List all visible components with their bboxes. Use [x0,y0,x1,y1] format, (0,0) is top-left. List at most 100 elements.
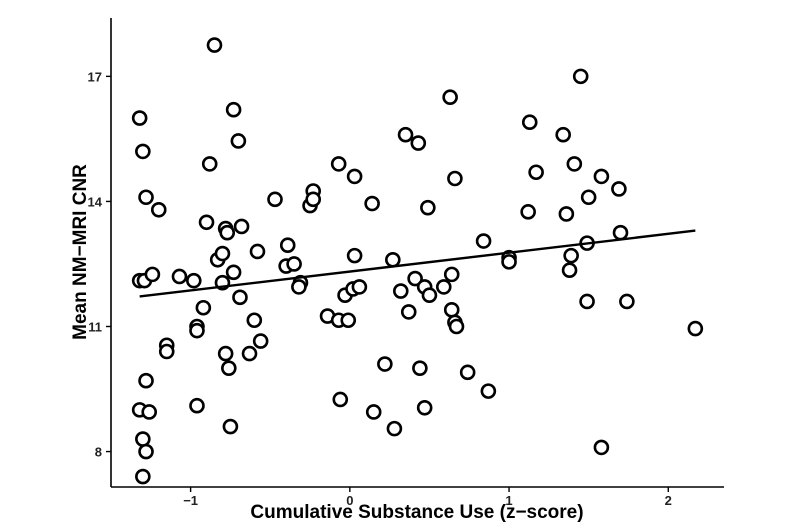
data-point [230,133,247,149]
data-point [305,191,322,208]
data-point [201,156,218,172]
y-tick-label: 17 [88,69,102,84]
plot-area [110,18,724,488]
data-point [198,214,215,231]
data-points [131,37,704,485]
data-point [138,372,154,389]
data-point [246,312,263,329]
data-point [135,431,151,447]
data-point [291,279,307,295]
data-point [150,201,167,218]
data-point [195,299,212,316]
data-point [563,247,579,264]
data-point [448,318,465,335]
x-tick-label: 0 [346,493,353,508]
data-point [189,397,205,414]
data-point [421,287,438,304]
data-point [233,218,250,235]
data-point [279,237,296,254]
x-tick-label: 2 [665,493,672,508]
data-point [171,268,188,285]
data-point [185,272,202,289]
data-point [566,156,583,172]
data-point [330,156,347,172]
data-point [412,360,428,376]
data-point [579,293,595,310]
data-point [555,126,571,143]
data-point [572,68,589,85]
data-point [365,404,382,420]
data-point [158,343,175,360]
data-point [443,266,460,283]
data-point [386,420,403,437]
data-point [232,289,248,306]
data-point [593,168,610,185]
data-point [397,126,414,143]
data-point [459,364,476,381]
data-point [332,391,349,408]
data-point [249,243,266,260]
y-tick-label: 8 [95,445,102,460]
data-point [475,233,492,249]
data-point [225,264,242,281]
data-point [221,360,237,376]
data-point [687,320,704,337]
data-point [225,101,242,118]
data-point [189,322,205,339]
data-point [435,279,452,295]
data-point [377,356,393,372]
data-point [141,404,158,420]
data-point [346,247,363,264]
data-point [528,164,544,181]
y-tick-label: 11 [88,319,102,334]
data-point [520,204,536,220]
data-point [442,89,458,106]
data-point [131,110,148,126]
data-point [416,399,433,416]
data-point [135,143,151,160]
regression-line [139,229,696,298]
data-point [138,443,154,460]
data-point [222,418,239,435]
data-point [346,168,363,185]
data-point [385,251,401,268]
data-point [400,304,417,320]
data-point [561,262,578,279]
data-point [241,345,258,362]
data-point [619,293,635,310]
data-point [480,383,497,399]
data-point [138,189,154,206]
data-point [420,199,436,216]
data-point [407,270,423,287]
x-axis-title: Cumulative Substance Use (z−score) [250,502,583,523]
data-point [286,256,302,272]
data-point [144,266,161,283]
data-point [135,468,151,485]
x-tick-label: −1 [183,493,198,508]
data-point [612,224,629,241]
data-point [447,170,463,187]
data-point [214,245,231,262]
data-point [501,254,517,270]
data-point [340,312,357,329]
x-tick-label: 1 [505,493,512,508]
data-point [521,114,538,131]
data-point [206,37,223,53]
data-point [558,206,575,222]
data-point [351,279,368,295]
data-point [252,333,269,349]
data-point [611,181,627,197]
data-point [267,191,283,208]
regression-line-group [139,229,696,298]
data-point [443,302,460,318]
data-point [219,224,236,241]
data-point [593,439,610,456]
data-point [410,135,427,151]
data-point [364,195,380,212]
data-point [580,189,597,206]
axis-ticks: −1 0 1 2 8 11 14 17 [88,69,672,508]
y-tick-label: 14 [88,194,103,209]
data-point [217,345,234,362]
y-axis-title: Mean NM−MRI CNR [70,164,91,340]
